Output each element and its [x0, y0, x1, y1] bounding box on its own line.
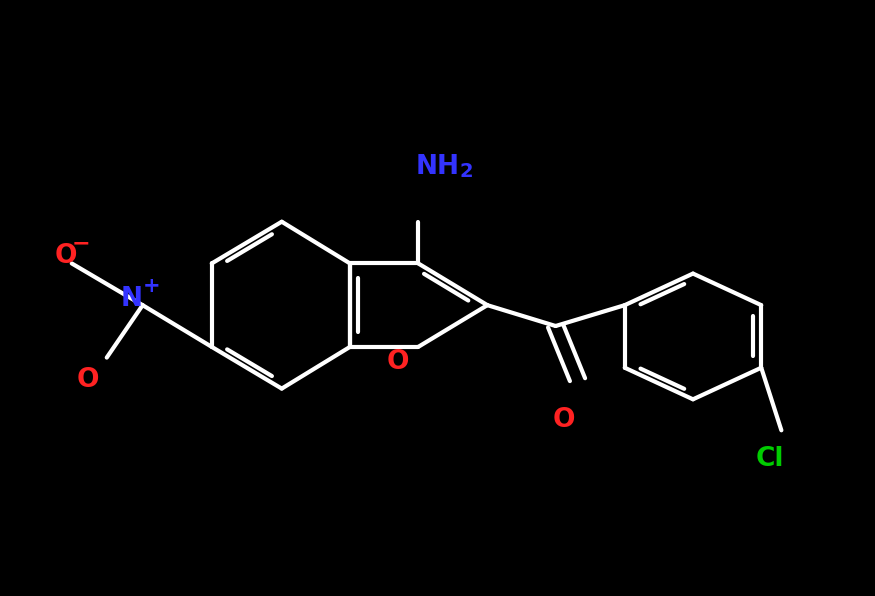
Text: NH: NH	[416, 154, 459, 180]
Text: N: N	[120, 286, 143, 312]
Text: Cl: Cl	[756, 446, 784, 472]
Text: O: O	[553, 407, 576, 433]
Text: +: +	[143, 276, 160, 296]
Text: 2: 2	[459, 162, 473, 181]
Text: −: −	[72, 233, 91, 253]
Text: O: O	[387, 349, 410, 375]
Text: O: O	[76, 367, 99, 393]
Text: O: O	[55, 243, 78, 269]
